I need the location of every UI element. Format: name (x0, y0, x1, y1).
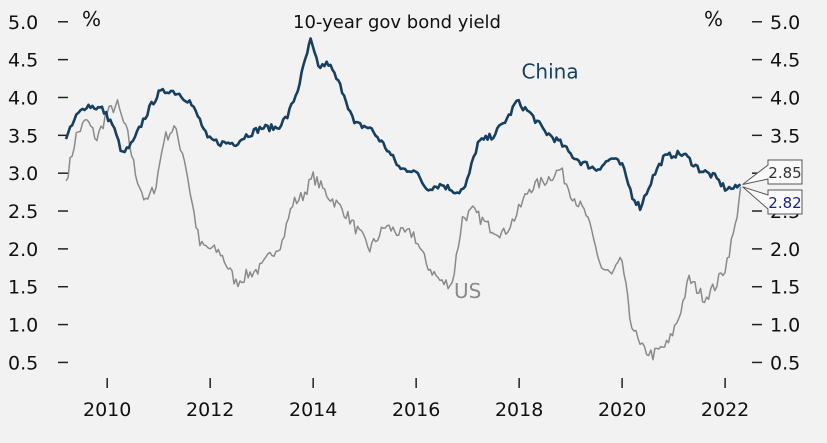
us-series-line (65, 99, 742, 361)
china-end-value: 2.85 (742, 159, 803, 186)
y-tick-left: 3.0 (8, 163, 38, 185)
y-tick-right: 1.5 (770, 277, 800, 299)
x-tick-label: 2010 (83, 399, 131, 421)
x-tick-label: 2018 (495, 399, 543, 421)
y-tick-left: 2.0 (8, 239, 38, 261)
plot-area (64, 37, 742, 361)
series-labels: US China 2.85 2.82 (454, 60, 803, 303)
y-tick-right: 2.0 (770, 239, 800, 261)
y-tick-left: 0.5 (8, 352, 38, 374)
y-tick-right: 3.5 (770, 125, 800, 147)
x-tick-label: 2016 (392, 399, 440, 421)
china-series-line (64, 37, 742, 212)
us-end-value-text: 2.82 (768, 194, 801, 212)
y-tick-right: 5.0 (770, 12, 800, 34)
y-tick-right: 4.5 (770, 50, 800, 72)
y-tick-left: 4.5 (8, 50, 38, 72)
us-series-label: US (454, 279, 481, 303)
x-axis: 2010 2012 2014 2016 2018 2020 2022 (83, 378, 749, 421)
chart-title: 10-year gov bond yield (293, 12, 501, 33)
y-tick-left: 2.5 (8, 201, 38, 223)
x-tick-label: 2020 (598, 399, 646, 421)
y-tick-left: 5.0 (8, 12, 38, 34)
right-unit-label: % (704, 7, 723, 31)
us-end-value: 2.82 (742, 186, 803, 215)
y-axis-left: 0.5 1.0 1.5 2.0 2.5 3.0 3.5 4.0 4.5 5.0 (8, 12, 68, 374)
x-tick-label: 2012 (186, 399, 234, 421)
y-tick-left: 1.5 (8, 277, 38, 299)
y-tick-left: 3.5 (8, 125, 38, 147)
left-unit-label: % (82, 7, 101, 31)
y-tick-left: 1.0 (8, 315, 38, 337)
x-tick-label: 2022 (701, 399, 749, 421)
y-tick-left: 4.0 (8, 87, 38, 109)
y-tick-right: 4.0 (770, 87, 800, 109)
china-end-value-text: 2.85 (768, 164, 801, 182)
y-tick-right: 1.0 (770, 315, 800, 337)
china-series-label: China (521, 60, 578, 84)
y-tick-right: 0.5 (770, 352, 800, 374)
x-tick-label: 2014 (289, 399, 337, 421)
